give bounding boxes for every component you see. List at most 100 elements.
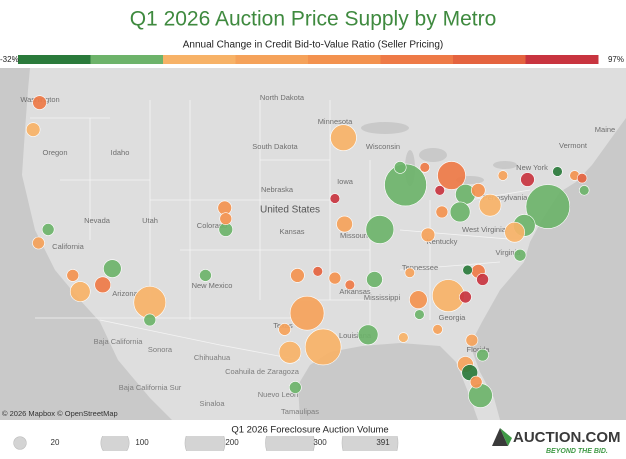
map-label: Idaho [111, 148, 130, 157]
bubble [432, 324, 443, 335]
bubble [404, 267, 416, 278]
bubble [393, 161, 407, 174]
legend-title: Q1 2026 Foreclosure Auction Volume [231, 425, 388, 436]
bubble [365, 215, 395, 244]
bubble [330, 124, 357, 151]
size-legend-circle [100, 436, 130, 451]
gulf-of-mexico [298, 343, 478, 420]
map-label: Nuevo León [258, 390, 298, 399]
map-label: Tennessee [402, 263, 438, 272]
bubble [357, 324, 379, 346]
bubble [579, 185, 590, 196]
map-label: Kansas [279, 227, 304, 236]
bubble [328, 271, 342, 285]
color-scale-segment [163, 55, 236, 64]
map-label: Nebraska [261, 185, 294, 194]
map-label: South Dakota [252, 142, 298, 151]
bubble [290, 268, 305, 283]
color-scale-segment [453, 55, 526, 64]
bubble [384, 163, 427, 207]
borders [30, 100, 531, 361]
logo-icon [500, 428, 512, 446]
bubble [219, 212, 233, 226]
atlantic-ocean [470, 68, 626, 420]
size-legend-label: 100 [135, 438, 149, 447]
chart-subtitle: Annual Change in Credit Bid-to-Value Rat… [183, 40, 444, 51]
map-label: Virginia [496, 248, 522, 257]
map-label: North Dakota [260, 93, 305, 102]
map-label: Pennsylvania [483, 193, 528, 202]
bubble [25, 122, 41, 137]
map-label: Maine [595, 125, 615, 134]
map-label: Utah [142, 216, 158, 225]
bubble [471, 183, 486, 198]
color-scale-segment [525, 55, 599, 64]
map-label: Baja California Sur [119, 383, 182, 392]
map-label: Kentucky [427, 237, 458, 246]
bubble [199, 269, 212, 282]
map-label: Baja California [94, 337, 144, 346]
bubble [462, 264, 473, 276]
color-scale-segment [235, 55, 309, 64]
map-label: United States [260, 205, 320, 216]
bubble [520, 172, 535, 187]
bubble [32, 236, 45, 250]
logo: AUCTION.COM BEYOND THE BID. [492, 428, 621, 455]
color-scale-segment [18, 55, 91, 64]
bubble [409, 290, 428, 309]
bubble [278, 323, 291, 336]
bubble [576, 172, 588, 184]
bubble [420, 227, 436, 243]
lake [361, 122, 409, 134]
map-label: Sonora [148, 345, 173, 354]
bubble [465, 333, 479, 347]
bubble [289, 295, 325, 331]
bubble [336, 215, 353, 233]
bubble [69, 281, 91, 302]
size-legend-circle [341, 436, 399, 451]
bubble [41, 223, 55, 236]
map-label: California [52, 242, 85, 251]
map-label: Minnesota [318, 117, 353, 126]
bubble [414, 309, 425, 320]
map-label: Nevada [84, 216, 111, 225]
bubble [94, 276, 112, 294]
bubble [366, 271, 383, 288]
map-label: Iowa [337, 177, 354, 186]
size-legend-circle [184, 436, 226, 451]
bubble [133, 286, 167, 319]
attribution: © 2026 Mapbox © OpenStreetMap [2, 409, 118, 418]
bubble [504, 221, 525, 243]
bubble [103, 259, 122, 278]
map-label: Louisiana [339, 331, 372, 340]
map-label: Vermont [559, 141, 588, 150]
bubble [449, 201, 471, 223]
pacific-ocean [0, 68, 172, 420]
map-label: Tamaulipas [281, 407, 319, 416]
bubble [289, 381, 302, 394]
map-label: New Mexico [192, 281, 233, 290]
map-label: Mississippi [364, 293, 401, 302]
bubble [66, 269, 80, 282]
bubbles [25, 95, 590, 408]
size-legend: 20 100 200 300 391 [13, 436, 399, 451]
bubble [434, 185, 445, 196]
size-legend-label: 391 [376, 438, 390, 447]
map-label: Sinaloa [199, 399, 225, 408]
bubble [278, 341, 302, 364]
bubble [419, 162, 430, 173]
map-label: Oregon [42, 148, 67, 157]
map-label: West Virginia [462, 225, 507, 234]
size-legend-marks [13, 436, 399, 451]
bubble [468, 383, 493, 408]
size-legend-label: 20 [51, 438, 60, 447]
map-label: Arizona [112, 289, 138, 298]
bubble [398, 332, 409, 343]
bubble [497, 170, 509, 181]
size-legend-label: 300 [313, 438, 327, 447]
size-legend-circle [265, 436, 315, 451]
map-label: Georgia [439, 313, 467, 322]
color-scale-segment [380, 55, 454, 64]
bubble [312, 266, 323, 277]
